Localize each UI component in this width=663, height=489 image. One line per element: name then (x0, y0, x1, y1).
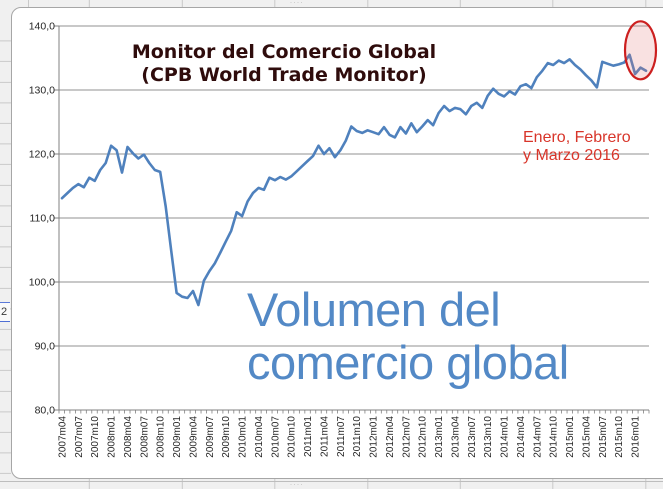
watermark-line1: Volumen del (247, 283, 501, 336)
x-axis-label: 2012m01 (369, 416, 380, 458)
chart-plot-area: 140,0 130,0 120,0 110,0 100,0 90,0 80,02007m04… (29, 20, 658, 458)
chart-object[interactable]: 140,0 130,0 120,0 110,0 100,0 90,0 80,0 2007m04… (11, 7, 663, 479)
x-axis-label: 2016m01 (631, 416, 642, 458)
x-axis-label: 2014m07 (532, 416, 543, 458)
x-axis-label: 2012m04 (385, 416, 396, 458)
x-axis-label: 2010m07 (270, 416, 281, 458)
x-axis-label: 2015m10 (614, 416, 625, 458)
worksheet-cells-bottom: ···· (0, 477, 663, 489)
x-axis-label: 2013m10 (483, 416, 494, 458)
x-axis-label: 2008m04 (123, 416, 134, 458)
worksheet-cells-top: ···· (0, 0, 663, 7)
x-axis-label: 2015m07 (598, 416, 609, 458)
annotation-line2: y Marzo 2016 (523, 146, 620, 164)
x-axis-label: 2008m07 (139, 416, 150, 458)
x-axis-label: 2012m10 (418, 416, 429, 458)
trade-volume-line (60, 53, 648, 307)
y-axis-label: 80,0 (35, 405, 56, 417)
x-axis-label: 2009m07 (205, 416, 216, 458)
x-axis-label: 2009m04 (188, 416, 199, 458)
x-axis-label: 2015m04 (581, 416, 592, 458)
x-axis-label: 2011m01 (303, 416, 314, 457)
highlight-annotation: Enero, Febrero y Marzo 2016 (523, 129, 631, 164)
y-axis-label: 110,0 (30, 213, 56, 225)
x-axis-label: 2011m10 (352, 416, 363, 457)
y-axis-label: 130,0 (29, 85, 55, 97)
worksheet-cells-left (0, 7, 11, 478)
x-axis-label: 2009m01 (172, 416, 183, 458)
cell-overflow-dots: ···· (290, 482, 304, 488)
x-axis-label: 2012m07 (401, 416, 412, 458)
chart-title-line2: (CPB World Trade Monitor) (141, 64, 427, 86)
y-axis-label: 100,0 (29, 277, 55, 289)
chart-title-line1: Monitor del Comercio Global (131, 41, 437, 63)
x-axis-label: 2013m04 (450, 416, 461, 458)
x-axis-label: 2014m04 (516, 416, 527, 458)
highlight-ellipse (623, 20, 658, 81)
series-watermark-label: Volumen del comercio global (247, 283, 569, 389)
x-axis-label: 2008m10 (156, 416, 167, 458)
chart-title: Monitor del Comercio Global (CPB World T… (84, 41, 484, 87)
cell-overflow-dots: ···· (290, 0, 304, 6)
x-axis-label: 2013m01 (434, 416, 445, 458)
x-axis-label: 2008m01 (107, 416, 118, 458)
x-axis-label: 2011m04 (319, 416, 330, 457)
x-axis-label: 2014m10 (549, 416, 560, 458)
cell-gridline (0, 481, 663, 482)
x-axis-label: 2015m01 (565, 416, 576, 458)
y-axis-label: 90,0 (35, 341, 56, 353)
x-axis-label: 2011m07 (336, 416, 347, 457)
annotation-line1: Enero, Febrero (523, 129, 631, 146)
x-axis-label: 2010m10 (287, 416, 298, 458)
x-axis-label: 2013m07 (467, 416, 478, 458)
y-axis-label: 140,0 (29, 21, 55, 33)
x-axis-label: 2009m10 (221, 416, 232, 458)
y-axis-label: 120,0 (29, 149, 55, 161)
watermark-line2: comercio global (247, 335, 569, 389)
x-axis-label: 2007m07 (74, 416, 85, 458)
x-axis-label: 2010m01 (238, 416, 249, 458)
cell-gridline (28, 0, 29, 7)
x-axis-label: 2014m01 (500, 416, 511, 458)
x-axis-label: 2010m04 (254, 416, 265, 458)
x-axis-label: 2007m10 (90, 416, 101, 458)
worksheet-cell-value[interactable]: 2 (0, 302, 10, 322)
x-axis-label: 2007m04 (58, 416, 69, 458)
